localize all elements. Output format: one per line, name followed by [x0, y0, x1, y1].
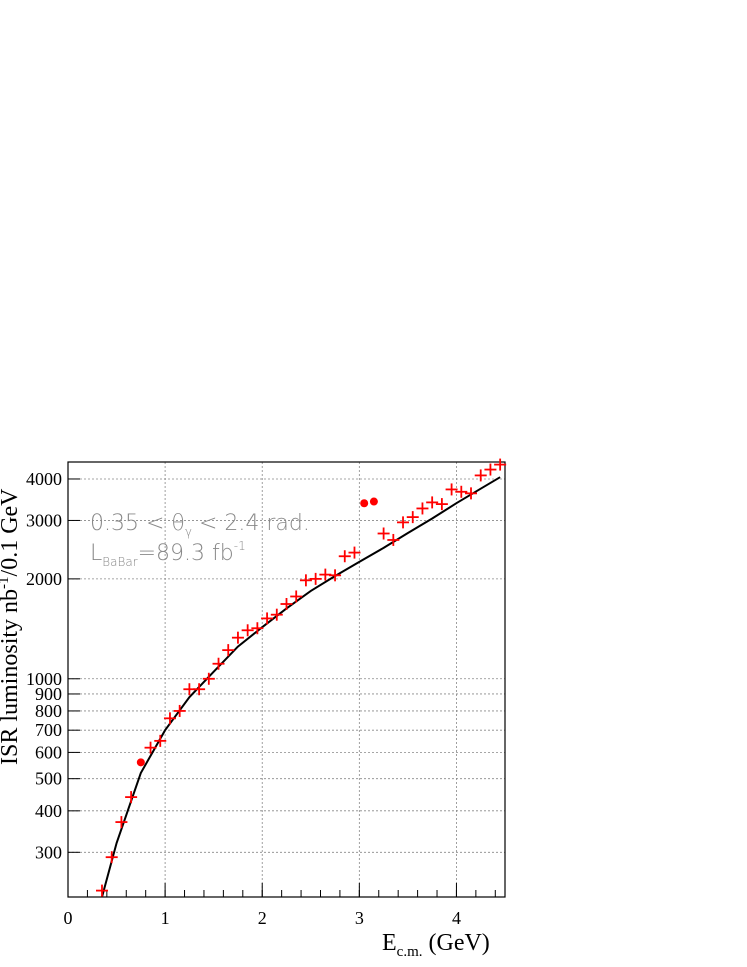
data-point-cross: [455, 485, 468, 498]
data-point-cross: [474, 469, 487, 482]
data-point-cross: [173, 704, 186, 717]
data-point-cross: [144, 741, 157, 754]
data-point-cross: [494, 458, 507, 471]
y-tick-label: 400: [35, 801, 62, 821]
data-point-cross: [397, 516, 410, 529]
annotation-theta-range: 0.35 < θγ < 2.4 rad.: [90, 511, 310, 539]
y-tick-label: 3000: [26, 510, 62, 530]
data-point-cross: [435, 498, 448, 511]
data-point-cross: [222, 644, 235, 657]
data-point-cross: [338, 550, 351, 563]
data-point-cross: [465, 487, 478, 500]
data-point-cross: [105, 851, 118, 864]
data-point-cross: [193, 683, 206, 696]
data-point-cross: [309, 572, 322, 585]
x-tick-label: 4: [452, 908, 461, 928]
data-point-cross: [290, 590, 303, 603]
data-point-cross: [261, 612, 274, 625]
x-axis-title: Ec.m. (GeV): [382, 930, 490, 960]
x-tick-label: 0: [64, 908, 73, 928]
y-tick-label: 4000: [26, 469, 62, 489]
data-point-cross: [202, 672, 215, 685]
grid-lines: [68, 462, 505, 897]
data-point-dot: [136, 758, 145, 767]
y-tick-label: 900: [35, 684, 62, 704]
data-point-cross: [406, 511, 419, 524]
data-point-cross: [231, 631, 244, 644]
data-point-cross: [95, 884, 108, 897]
data-point-cross: [387, 533, 400, 546]
data-point-cross: [163, 712, 176, 725]
x-tick-label: 3: [355, 908, 364, 928]
x-tick-label: 1: [161, 908, 170, 928]
data-point-cross: [212, 657, 225, 670]
data-point-cross: [329, 569, 342, 582]
y-tick-label: 600: [35, 742, 62, 762]
axis-ticks: [67, 478, 496, 897]
y-axis-title: ISR luminosity nb-1/0.1 GeV: [0, 488, 23, 765]
data-point-cross: [115, 816, 128, 829]
data-point-cross: [241, 624, 254, 637]
x-tick-label: 2: [258, 908, 267, 928]
data-point-dot: [369, 497, 378, 506]
y-tick-label: 800: [35, 701, 62, 721]
data-point-cross: [280, 598, 293, 611]
data-points: [95, 458, 507, 897]
x-tick-labels: 0 1 2 3 4: [64, 908, 461, 928]
y-tick-label: 500: [35, 769, 62, 789]
annotation-luminosity: LBaBar=89.3 fb-1: [90, 539, 246, 569]
plot-frame: [67, 461, 506, 898]
data-point-dot: [360, 499, 369, 508]
y-tick-label: 700: [35, 720, 62, 740]
data-point-cross: [251, 622, 264, 635]
data-point-cross: [416, 502, 429, 515]
data-point-cross: [484, 463, 497, 476]
data-point-cross: [299, 574, 312, 587]
y-tick-label: 1000: [26, 669, 62, 689]
data-point-cross: [348, 546, 361, 559]
data-point-cross: [377, 527, 390, 540]
y-tick-label: 300: [35, 842, 62, 862]
data-point-cross: [426, 496, 439, 509]
data-point-cross: [445, 483, 458, 496]
data-point-cross: [154, 734, 167, 747]
data-point-cross: [270, 608, 283, 621]
data-point-cross: [125, 791, 138, 804]
y-tick-label: 2000: [26, 569, 62, 589]
